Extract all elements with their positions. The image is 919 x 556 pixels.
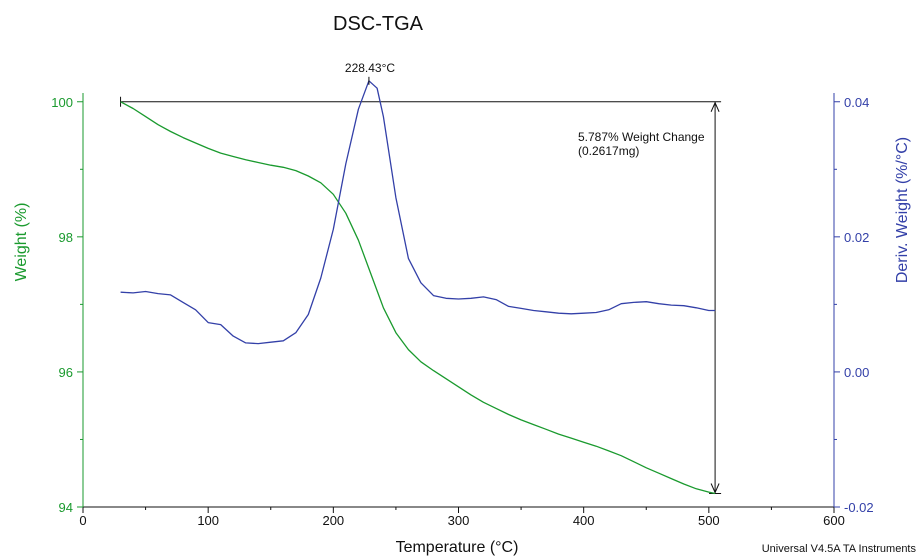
weight-change-arrow-down	[710, 483, 720, 494]
peak-label: 228.43°C	[345, 61, 396, 75]
x-tick-label: 300	[448, 513, 470, 528]
right-axis-ticks: -0.02 0.00 0.02 0.04	[834, 95, 874, 515]
right-axis-title: Deriv. Weight (%/°C)	[894, 137, 911, 283]
weight-curve	[120, 101, 716, 495]
left-tick-label: 98	[59, 230, 73, 245]
x-tick-label: 500	[698, 513, 720, 528]
left-tick-label: 94	[59, 500, 73, 515]
left-tick-label: 100	[51, 95, 73, 110]
right-tick-label: 0.04	[844, 95, 869, 110]
x-tick-label: 0	[79, 513, 86, 528]
chart-title: DSC-TGA	[333, 13, 424, 35]
weight-change-arrow-up	[710, 101, 720, 112]
left-tick-label: 96	[59, 365, 73, 380]
x-axis-title: Temperature (°C)	[396, 539, 519, 556]
series-lines	[120, 76, 716, 495]
right-tick-label: -0.02	[844, 500, 874, 515]
x-axis-ticks: 0 100 200 300 400 500 600	[79, 507, 845, 528]
x-tick-label: 400	[573, 513, 595, 528]
derivative-curve	[120, 80, 716, 345]
weight-change-label: 5.787% Weight Change	[578, 130, 705, 144]
footer-credit: Universal V4.5A TA Instruments	[762, 543, 917, 555]
x-tick-label: 200	[322, 513, 344, 528]
x-tick-label: 100	[197, 513, 219, 528]
x-tick-label: 600	[823, 513, 845, 528]
right-tick-label: 0.00	[844, 365, 869, 380]
left-axis-ticks: 94 96 98 100	[51, 95, 83, 515]
axes	[82, 93, 835, 508]
weight-change-mass-label: (0.2617mg)	[578, 144, 639, 158]
left-axis-title: Weight (%)	[13, 203, 30, 282]
right-tick-label: 0.02	[844, 230, 869, 245]
